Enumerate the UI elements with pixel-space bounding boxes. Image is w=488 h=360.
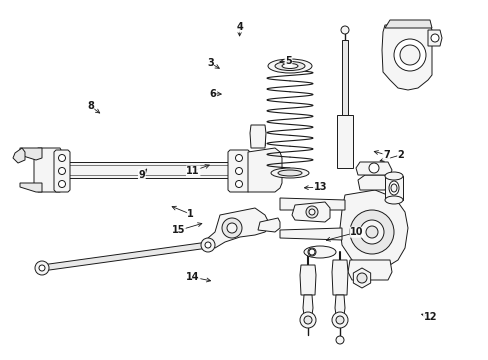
Polygon shape — [227, 150, 249, 192]
Polygon shape — [303, 295, 312, 315]
Circle shape — [201, 238, 215, 252]
Circle shape — [308, 249, 314, 255]
Ellipse shape — [250, 127, 264, 136]
Circle shape — [365, 226, 377, 238]
Ellipse shape — [282, 63, 297, 68]
Text: 4: 4 — [236, 22, 243, 32]
Circle shape — [299, 312, 315, 328]
Circle shape — [368, 163, 378, 173]
Text: 14: 14 — [186, 272, 200, 282]
Bar — [250, 130, 264, 145]
Polygon shape — [347, 260, 391, 280]
Polygon shape — [355, 162, 391, 175]
Circle shape — [304, 316, 311, 324]
Polygon shape — [13, 148, 25, 163]
Text: 3: 3 — [206, 58, 213, 68]
Circle shape — [430, 34, 438, 42]
Ellipse shape — [388, 181, 398, 195]
Circle shape — [226, 223, 237, 233]
Text: 11: 11 — [186, 166, 200, 176]
Text: 13: 13 — [313, 182, 326, 192]
Text: 2: 2 — [397, 150, 404, 160]
Text: 10: 10 — [349, 227, 363, 237]
Ellipse shape — [267, 59, 311, 73]
Polygon shape — [247, 148, 282, 192]
Polygon shape — [384, 20, 431, 28]
Circle shape — [331, 312, 347, 328]
Circle shape — [39, 265, 45, 271]
Polygon shape — [280, 228, 341, 240]
Polygon shape — [207, 208, 269, 248]
Polygon shape — [427, 30, 441, 46]
Polygon shape — [291, 202, 329, 222]
Polygon shape — [38, 162, 264, 178]
Text: 12: 12 — [423, 312, 436, 322]
Circle shape — [359, 220, 383, 244]
Circle shape — [35, 261, 49, 275]
Circle shape — [335, 336, 343, 344]
Circle shape — [235, 167, 242, 175]
Circle shape — [393, 39, 425, 71]
Circle shape — [59, 180, 65, 188]
Circle shape — [399, 45, 419, 65]
Circle shape — [204, 242, 210, 248]
Circle shape — [59, 154, 65, 162]
Ellipse shape — [307, 248, 315, 256]
Polygon shape — [249, 125, 265, 148]
Circle shape — [59, 167, 65, 175]
Ellipse shape — [384, 196, 402, 204]
Ellipse shape — [274, 62, 305, 71]
Bar — [384, 176, 402, 200]
Polygon shape — [334, 295, 345, 315]
Circle shape — [222, 218, 242, 238]
Polygon shape — [336, 115, 352, 168]
Polygon shape — [258, 218, 280, 232]
Circle shape — [349, 210, 393, 254]
Polygon shape — [280, 198, 345, 210]
Text: 1: 1 — [187, 209, 194, 219]
Circle shape — [235, 154, 242, 162]
Polygon shape — [339, 190, 407, 268]
Ellipse shape — [270, 168, 308, 178]
Circle shape — [308, 209, 314, 215]
Ellipse shape — [304, 246, 335, 258]
Circle shape — [340, 26, 348, 34]
Polygon shape — [41, 242, 208, 271]
Polygon shape — [341, 40, 347, 115]
Text: 15: 15 — [171, 225, 185, 235]
Circle shape — [356, 273, 366, 283]
Ellipse shape — [251, 136, 264, 144]
Text: 5: 5 — [285, 56, 291, 66]
Polygon shape — [20, 148, 42, 160]
Ellipse shape — [390, 184, 396, 192]
Polygon shape — [381, 25, 431, 90]
Polygon shape — [54, 150, 70, 192]
Text: 6: 6 — [209, 89, 216, 99]
Polygon shape — [20, 183, 42, 192]
Polygon shape — [299, 265, 315, 295]
Polygon shape — [357, 175, 387, 190]
Text: 9: 9 — [138, 170, 145, 180]
Circle shape — [305, 206, 317, 218]
Text: 8: 8 — [87, 101, 94, 111]
Circle shape — [335, 316, 343, 324]
Polygon shape — [331, 260, 347, 295]
Ellipse shape — [278, 170, 302, 176]
Circle shape — [235, 180, 242, 188]
Text: 7: 7 — [382, 150, 389, 160]
Ellipse shape — [384, 172, 402, 180]
Polygon shape — [34, 148, 65, 192]
